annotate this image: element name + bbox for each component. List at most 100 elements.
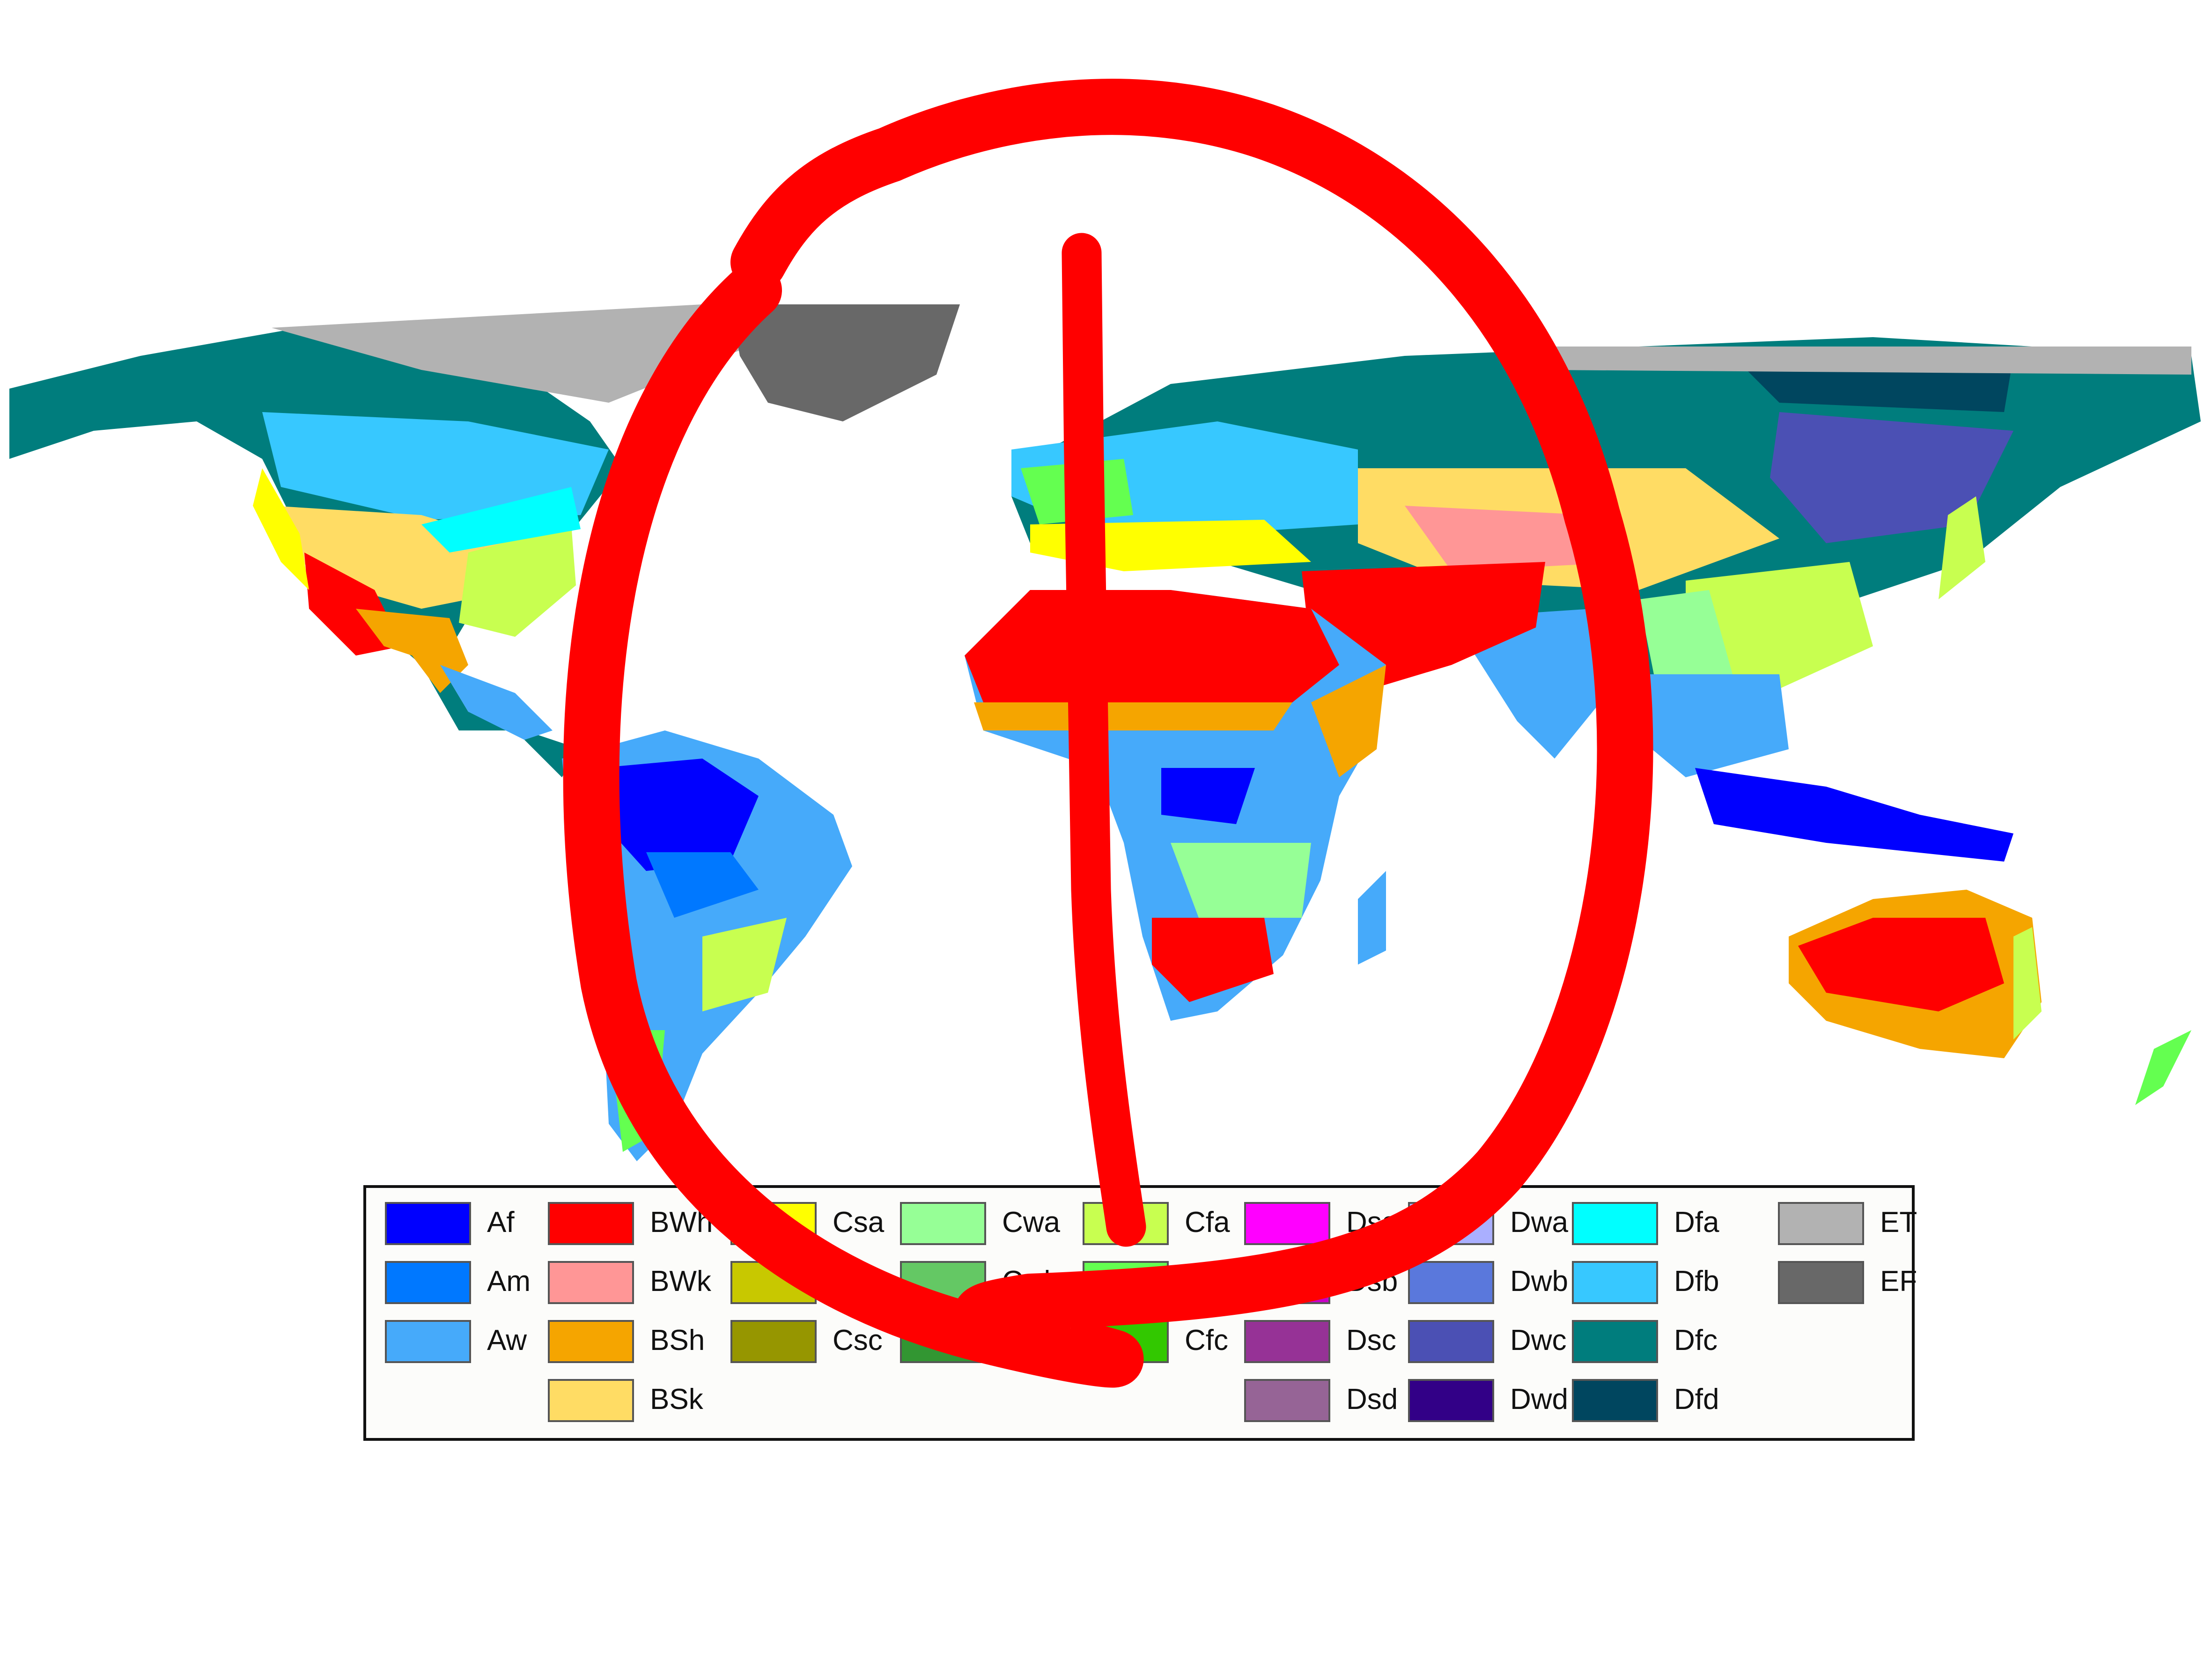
legend-swatch <box>385 1202 471 1245</box>
legend-code: Dsb <box>1346 1265 1398 1298</box>
australia-east-coast <box>2013 927 2042 1040</box>
legend-code: Csa <box>833 1206 885 1239</box>
boreal-canada <box>262 412 609 520</box>
legend-entry-csb: Csb <box>730 1261 885 1308</box>
legend-entry-dsd: Dsd <box>1244 1379 1399 1426</box>
legend-swatch <box>548 1320 634 1363</box>
legend-code: Cfb <box>1185 1265 1230 1298</box>
legend-entry-cwa: Cwa <box>900 1202 1060 1249</box>
legend-code: Cfc <box>1185 1324 1228 1357</box>
legend-entry-cwc: Cwc <box>900 1320 1059 1367</box>
legend-code: BWh <box>650 1206 713 1239</box>
africa <box>965 590 1386 1021</box>
legend-swatch <box>730 1320 817 1363</box>
legend-code: BSh <box>650 1324 705 1357</box>
legend-code: Dsd <box>1346 1383 1398 1416</box>
legend-code: Af <box>487 1206 515 1239</box>
legend-swatch <box>1244 1379 1330 1422</box>
legend-swatch <box>900 1202 986 1245</box>
sahel <box>974 702 1292 730</box>
legend-entry-dfb: Dfb <box>1572 1261 1726 1308</box>
legend-entry-dwa: Dwa <box>1408 1202 1568 1249</box>
legend-swatch <box>1083 1261 1169 1304</box>
japan <box>1939 496 1985 599</box>
southeast-asia <box>1630 674 1789 777</box>
legend-code: Cfa <box>1185 1206 1230 1239</box>
legend-swatch <box>1408 1202 1494 1245</box>
arctic-tundra <box>1545 347 2191 375</box>
legend-code: Dwc <box>1510 1324 1567 1357</box>
us-midwest <box>421 487 581 553</box>
greenland <box>730 304 960 421</box>
legend-entry-cfa: Cfa <box>1083 1202 1237 1249</box>
legend-swatch <box>900 1320 986 1363</box>
legend-code: Dfb <box>1674 1265 1719 1298</box>
legend-swatch <box>730 1202 817 1245</box>
mediterranean <box>1030 520 1311 571</box>
oceania <box>1695 768 2191 1105</box>
legend-swatch <box>1778 1202 1864 1245</box>
central-america <box>440 665 553 740</box>
north-america <box>9 304 960 777</box>
legend-code: Dsa <box>1346 1206 1398 1239</box>
legend-entry-cfb: Cfb <box>1083 1261 1237 1308</box>
legend-swatch <box>900 1261 986 1304</box>
legend-code: ET <box>1880 1206 1917 1239</box>
legend-code: Dfc <box>1674 1324 1718 1357</box>
legend-entry-csa: Csa <box>730 1202 885 1249</box>
legend-entry-cfc: Cfc <box>1083 1320 1237 1367</box>
sahara-desert <box>965 590 1339 712</box>
new-zealand <box>2135 1030 2191 1105</box>
legend-entry-aw: Aw <box>385 1320 539 1367</box>
legend-swatch <box>1244 1320 1330 1363</box>
china-humid <box>1686 562 1873 693</box>
legend-entry-dfd: Dfd <box>1572 1379 1726 1426</box>
legend-swatch <box>1244 1202 1330 1245</box>
legend-swatch <box>1572 1320 1658 1363</box>
legend-code: Dwa <box>1510 1206 1569 1239</box>
california <box>253 468 309 590</box>
legend-code: BWk <box>650 1265 711 1298</box>
legend-code: Dfd <box>1674 1383 1719 1416</box>
legend-entry-dsa: Dsa <box>1244 1202 1399 1249</box>
legend-code: Dsc <box>1346 1324 1396 1357</box>
indonesia <box>1695 768 2013 862</box>
legend-code: Cwa <box>1002 1206 1061 1239</box>
legend-swatch <box>1778 1261 1864 1304</box>
legend-code: EF <box>1880 1265 1917 1298</box>
legend-entry-af: Af <box>385 1202 539 1249</box>
legend-swatch <box>730 1261 817 1304</box>
legend-entry-cwb: Cwb <box>900 1261 1060 1308</box>
legend-entry-csc: Csc <box>730 1320 885 1367</box>
legend-swatch <box>1244 1261 1330 1304</box>
legend-swatch <box>1572 1379 1658 1422</box>
legend-code: Cwb <box>1002 1265 1061 1298</box>
legend-entry-am: Am <box>385 1261 539 1308</box>
legend-swatch <box>548 1379 634 1422</box>
legend-entry-dwd: Dwd <box>1408 1379 1568 1426</box>
legend-entry-bwh: BWh <box>548 1202 713 1249</box>
south-america <box>562 730 852 1161</box>
legend-swatch <box>1572 1202 1658 1245</box>
legend-entry-ef: EF <box>1778 1261 1932 1308</box>
legend-entry-dsc: Dsc <box>1244 1320 1399 1367</box>
us-east <box>459 524 576 637</box>
legend-swatch <box>1408 1261 1494 1304</box>
legend-entry-et: ET <box>1778 1202 1932 1249</box>
climate-legend: Af Am Aw BWh BWk BSh BSk Csa Csb Cwa Cwb Cwc Cfa Cfb C… <box>363 1185 1917 1441</box>
legend-code: Csb <box>833 1265 885 1298</box>
australian-desert <box>1798 918 2004 1011</box>
legend-swatch <box>1572 1261 1658 1304</box>
madagascar <box>1358 871 1386 965</box>
legend-entry-bwk: BWk <box>548 1261 711 1308</box>
legend-swatch <box>548 1202 634 1245</box>
western-europe <box>1021 459 1133 524</box>
legend-swatch <box>548 1261 634 1304</box>
legend-swatch <box>1083 1320 1169 1363</box>
legend-entry-dwc: Dwc <box>1408 1320 1567 1367</box>
legend-code: Aw <box>487 1324 527 1357</box>
legend-swatch <box>385 1261 471 1304</box>
legend-entry-dfc: Dfc <box>1572 1320 1726 1367</box>
legend-entry-dsb: Dsb <box>1244 1261 1399 1308</box>
legend-code: Dwd <box>1510 1383 1569 1416</box>
